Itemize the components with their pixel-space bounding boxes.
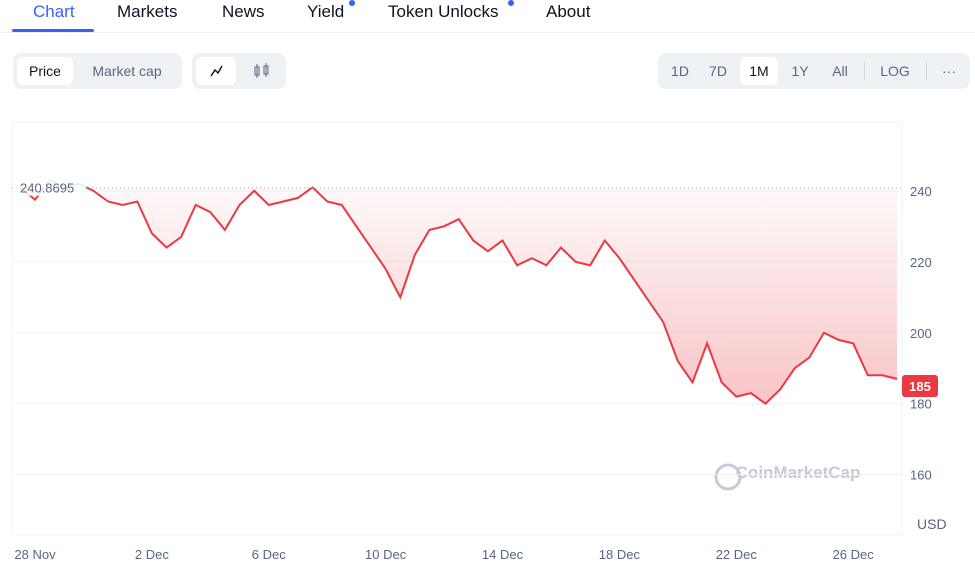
x-tick-label: 2 Dec (135, 547, 169, 562)
candle-icon-button[interactable] (242, 57, 282, 85)
reference-label: 240.8695 (20, 181, 74, 196)
divider (864, 62, 865, 80)
watermark: CoinMarketCap (736, 463, 861, 482)
y-tick-label: 220 (910, 255, 932, 270)
more-button[interactable]: ··· (942, 63, 956, 79)
range-button[interactable]: 7D (709, 63, 727, 79)
price-line-down (19, 187, 898, 406)
divider (926, 62, 927, 80)
x-tick-label: 10 Dec (365, 547, 407, 562)
log-button[interactable]: LOG (880, 63, 910, 79)
reference-label-bg (16, 178, 86, 196)
tab[interactable]: Yield (307, 2, 345, 21)
price-line-up (20, 178, 315, 188)
y-tick-label: 180 (910, 397, 932, 412)
watermark-logo (714, 463, 742, 491)
tab[interactable]: About (546, 2, 591, 21)
tab-bar: Chart Markets News Yield Token Unlocks A… (0, 0, 975, 33)
plot-frame (11, 121, 903, 536)
y-tick-label: 160 (910, 468, 932, 483)
candle-icon (254, 63, 269, 78)
range-button[interactable]: 1M (740, 57, 778, 85)
x-tick-label: 22 Dec (716, 547, 758, 562)
line-icon (210, 65, 223, 77)
range-button[interactable]: 1D (671, 63, 689, 79)
new-dot (508, 0, 514, 6)
tab[interactable]: Token Unlocks (388, 2, 499, 21)
unit-label: USD (917, 516, 947, 532)
active-underline (12, 29, 94, 32)
last-price-badge (902, 374, 938, 397)
range-group: 1D 7D 1M 1Y All LOG ··· (658, 53, 970, 89)
toggle-group: Price Market cap (13, 53, 182, 89)
range-button[interactable]: 1Y (791, 63, 809, 79)
y-tick-label: 240 (910, 184, 932, 199)
range-button[interactable]: All (832, 63, 848, 79)
tab[interactable]: Chart (33, 2, 75, 21)
x-tick-label: 6 Dec (252, 547, 286, 562)
toggle-button[interactable]: Price (17, 57, 73, 85)
last-price-label: 185 (909, 379, 931, 394)
toggle-button[interactable]: Market cap (92, 63, 162, 79)
x-tick-label: 14 Dec (482, 547, 524, 562)
tab[interactable]: News (222, 2, 265, 21)
y-tick-label: 200 (910, 326, 932, 341)
x-tick-label: 18 Dec (599, 547, 641, 562)
area-fill (20, 187, 897, 404)
tab[interactable]: Markets (117, 2, 178, 21)
x-tick-label: 28 Nov (14, 547, 56, 562)
chart-type-group (192, 53, 286, 89)
line-icon-button[interactable] (196, 57, 236, 85)
new-dot (349, 0, 355, 6)
x-tick-label: 26 Dec (833, 547, 875, 562)
